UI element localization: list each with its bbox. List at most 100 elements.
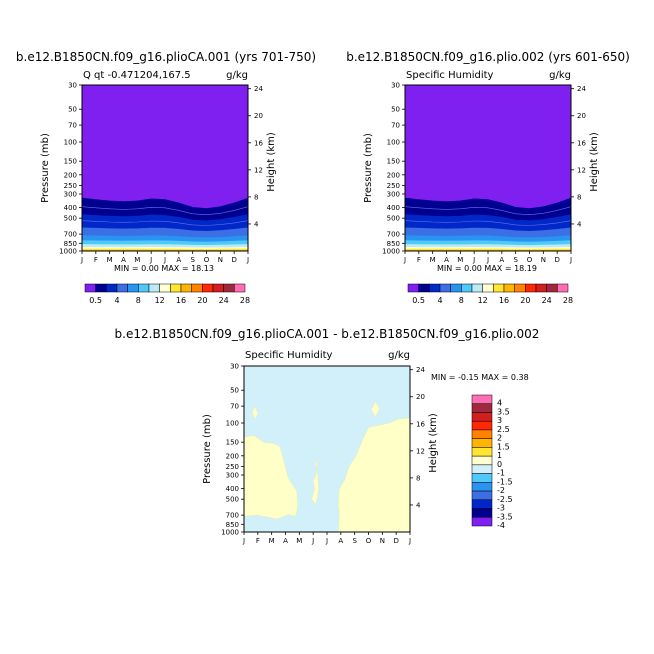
colorbar-swatch [493, 283, 505, 293]
colorbar-label: 12 [155, 296, 165, 305]
colorbar-swatch [471, 517, 493, 527]
colorbar-swatch [471, 283, 483, 293]
colorbar-label: 3 [497, 416, 502, 425]
y-tick-label: 500 [226, 496, 239, 504]
colorbar-label: 4 [437, 296, 442, 305]
y-tick-label: 50 [230, 387, 239, 395]
colorbar-label: -3.5 [497, 512, 513, 521]
y-tick-label: 850 [226, 521, 239, 529]
colorbar-swatch [191, 283, 203, 293]
colorbar-label: 4 [497, 399, 502, 408]
colorbar-swatch [482, 283, 494, 293]
x-tick-label: M [134, 256, 140, 264]
colorbar-label: 2.5 [497, 425, 510, 434]
colorbar-label: -3 [497, 504, 505, 513]
colorbar-swatch [407, 283, 419, 293]
plot-field [244, 366, 410, 532]
height-tick-label: 16 [416, 420, 425, 428]
y-tick-label: 850 [387, 240, 400, 248]
y-tick-label: 30 [391, 82, 400, 90]
x-tick-label: A [499, 256, 504, 264]
colorbar-swatch [525, 283, 537, 293]
colorbar-swatch [180, 283, 192, 293]
y-tick-label: 70 [391, 122, 400, 130]
y-tick-label: 700 [387, 231, 400, 239]
colorbar-label: 28 [240, 296, 250, 305]
y-tick-label: 100 [64, 138, 77, 146]
y-tick-label: 500 [64, 215, 77, 223]
height-tick-label: 4 [254, 220, 259, 228]
colorbar-label: 24 [219, 296, 229, 305]
y-tick-label: 400 [64, 204, 77, 212]
colorbar-swatch [223, 283, 235, 293]
x-tick-label: S [352, 537, 357, 545]
y-tick-label: 400 [387, 204, 400, 212]
colorbar-label: -1 [497, 469, 505, 478]
y-tick-label: 100 [387, 138, 400, 146]
x-tick-label: A [444, 256, 449, 264]
y-tick-label: 150 [226, 439, 239, 447]
field-positive [244, 435, 299, 520]
colorbar-swatch [471, 403, 493, 413]
colorbar-label: 0 [497, 460, 502, 469]
x-tick-label: D [554, 256, 559, 264]
height-tick-label: 20 [254, 112, 263, 120]
x-tick-label: A [338, 537, 343, 545]
colorbar-label: 12 [478, 296, 488, 305]
colorbar-swatch [159, 283, 171, 293]
x-tick-label: J [403, 256, 406, 264]
colorbar-swatch [95, 283, 107, 293]
colorbar-swatch [535, 283, 547, 293]
x-tick-label: S [513, 256, 518, 264]
x-tick-label: J [472, 256, 475, 264]
height-tick-label: 4 [416, 501, 421, 509]
x-tick-label: O [366, 537, 372, 545]
x-tick-label: M [107, 256, 113, 264]
colorbar-label: 1 [497, 451, 502, 460]
y-tick-label: 250 [64, 182, 77, 190]
x-tick-label: F [94, 256, 98, 264]
y-axis-label-right: Height (km) [266, 132, 277, 192]
plot-field [82, 85, 248, 251]
contour-line [82, 206, 248, 216]
contour-line [405, 220, 571, 226]
colorbar-swatch [439, 283, 451, 293]
y-tick-label: 1000 [59, 248, 77, 256]
x-tick-label: J [246, 256, 249, 264]
colorbar-swatch [429, 283, 441, 293]
colorbar-label: 16 [499, 296, 509, 305]
colorbar-swatch [450, 283, 462, 293]
x-tick-label: J [569, 256, 572, 264]
y-tick-label: 300 [64, 191, 77, 199]
y-tick-label: 30 [68, 82, 77, 90]
colorbar-swatch [471, 438, 493, 448]
y-tick-label: 700 [226, 512, 239, 520]
y-axis-label-right: Height (km) [428, 413, 439, 473]
x-tick-label: A [121, 256, 126, 264]
x-tick-label: D [231, 256, 236, 264]
height-tick-label: 12 [416, 447, 425, 455]
x-tick-label: J [242, 537, 245, 545]
x-tick-label: J [325, 537, 328, 545]
contour-line [82, 220, 248, 226]
y-tick-label: 30 [230, 363, 239, 371]
height-tick-label: 24 [416, 366, 425, 374]
colorbar-swatch [170, 283, 182, 293]
y-tick-label: 150 [387, 158, 400, 166]
x-tick-label: D [393, 537, 398, 545]
colorbar-swatch [471, 482, 493, 492]
y-tick-label: 200 [64, 171, 77, 179]
x-tick-label: M [457, 256, 463, 264]
colorbar-label: 4 [114, 296, 119, 305]
x-tick-label: J [80, 256, 83, 264]
colorbar-swatch [503, 283, 515, 293]
x-tick-label: M [269, 537, 275, 545]
height-tick-label: 8 [254, 193, 258, 201]
colorbar-swatch [471, 464, 493, 474]
colorbar-swatch [471, 508, 493, 518]
plot-field [405, 85, 571, 251]
colorbar-label: -4 [497, 521, 505, 530]
y-tick-label: 50 [391, 106, 400, 114]
plot-title: b.e12.B1850CN.f09_g16.plioCA.001 - b.e12… [115, 327, 540, 341]
y-tick-label: 1000 [382, 248, 400, 256]
